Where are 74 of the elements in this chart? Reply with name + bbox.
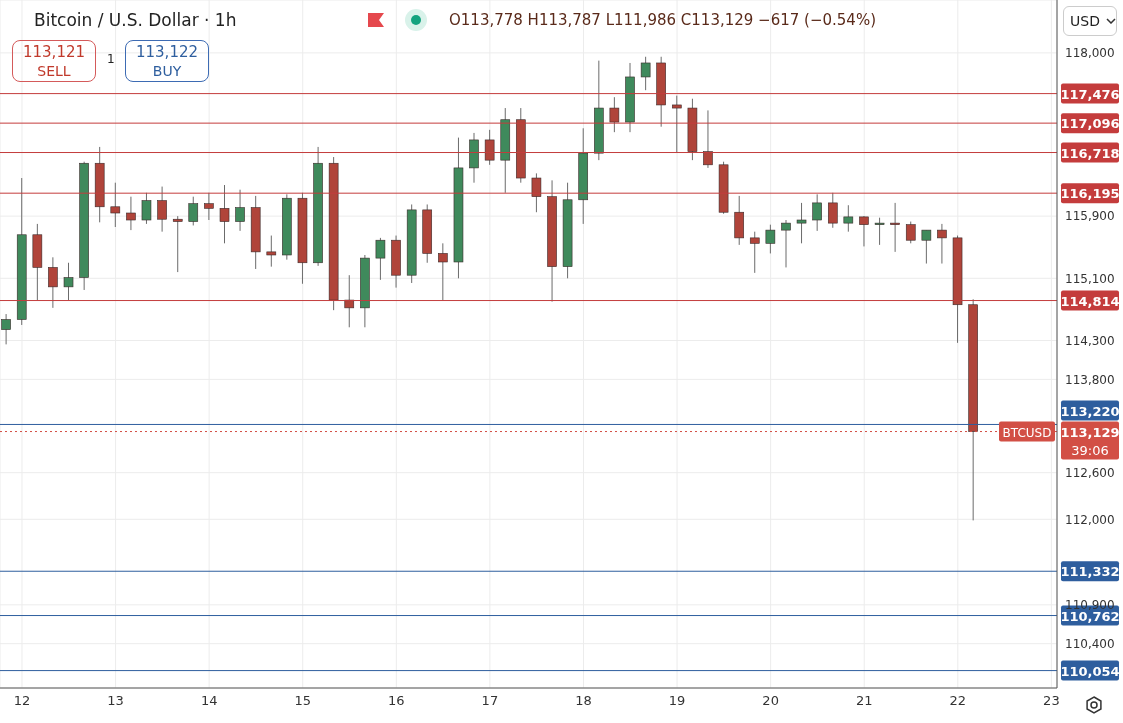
candlestick [375,237,386,281]
candlestick [640,56,651,91]
candlestick [796,202,807,244]
candlestick [781,219,791,268]
candlestick [484,129,495,166]
candlestick [890,202,900,253]
candlestick [765,224,776,254]
candlestick [905,221,916,244]
ref-line-label: 117,476 [1060,86,1120,102]
ref-line-label: 110,054 [1060,663,1120,679]
candlestick [921,229,932,265]
y-tick-label: 114,300 [1065,333,1115,348]
candlestick [126,196,136,231]
candlestick [63,262,74,301]
candlestick [344,274,355,328]
x-tick-label: 22 [949,693,967,709]
annotation: 1 [107,52,115,66]
x-tick-label: 20 [762,693,779,709]
candlestick [859,215,869,247]
y-tick-label: 110,400 [1065,636,1115,651]
candlestick [749,231,760,274]
candlestick [827,192,838,229]
candlestick [266,235,277,268]
annotation: O113,778 H113,787 L111,986 C113,129 −617 (−0.54%) [449,11,876,29]
ref-line-label: 116,195 [1060,186,1120,202]
x-tick-label: 23 [1043,693,1060,709]
text: Bitcoin / U.S. Dollar · 1h [34,10,237,30]
ref-line-label: 113,220 [1060,403,1120,419]
candlestick [438,242,448,301]
annotation: 113,122 [135,43,199,62]
candlestick [937,223,947,265]
ref-line-label: 117,096 [1060,116,1120,132]
candlestick [609,96,620,133]
x-tick-label: 19 [668,693,686,709]
x-tick-label: 17 [481,693,499,709]
y-tick-label: 118,000 [1065,46,1115,61]
candlestick [219,184,230,244]
ref-line-label: 116,718 [1060,145,1120,161]
candlestick [172,215,183,273]
candlestick [812,193,822,232]
y-tick-label: 115,100 [1065,271,1115,286]
candlestick [204,192,214,221]
x-tick-label: 18 [575,693,592,709]
candlestick [671,95,682,153]
annotation: BUY [151,62,183,81]
x-tick-label: 15 [294,693,312,709]
annotation: 113,121 [22,43,86,62]
x-tick-label: 16 [388,693,405,709]
y-tick-label: 113,800 [1065,372,1115,387]
x-tick-label: 13 [107,693,124,709]
candlestick [157,186,167,233]
y-tick-label: 112,000 [1065,512,1115,527]
candlestick [531,172,542,213]
ref-line-label: 111,332 [1060,564,1120,580]
annotation: SELL [36,62,72,81]
candlestick [110,182,121,228]
x-tick-label: 12 [13,693,31,709]
candlestick [1,313,11,345]
ref-line-label: 114,814 [1060,293,1120,309]
x-tick-label: 14 [200,693,218,709]
candlestick [703,109,713,169]
candlestick [843,204,854,233]
y-tick-label: 115,900 [1065,209,1115,224]
text: USD [1070,13,1100,29]
y-tick-label: 112,600 [1065,465,1115,480]
candlestick [235,189,245,232]
candlestick [48,256,58,309]
text: 39:06 [1071,442,1109,458]
candlestick [188,196,199,226]
annotation: BTCUSD [1002,425,1052,440]
ref-line-label: 113,129 [1060,424,1120,440]
candlestick [141,192,152,225]
candlestick [874,217,885,246]
x-tick-label: 21 [855,693,873,709]
